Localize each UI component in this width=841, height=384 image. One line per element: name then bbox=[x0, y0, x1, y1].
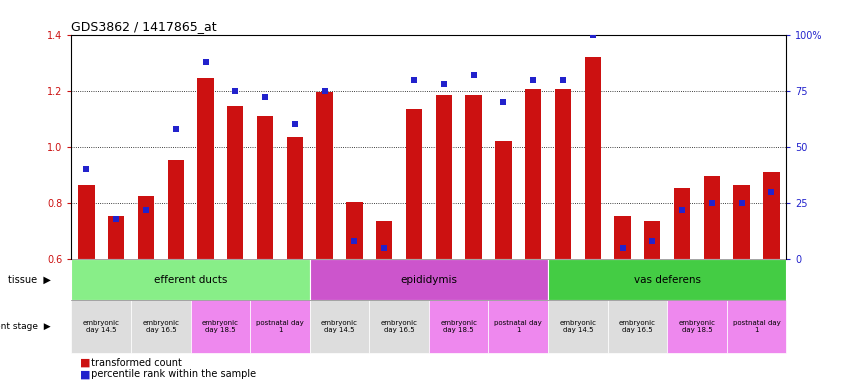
Bar bbox=[667, 300, 727, 353]
Point bbox=[407, 76, 420, 83]
Bar bbox=[71, 300, 131, 353]
Text: ■: ■ bbox=[80, 358, 90, 368]
Point bbox=[347, 238, 361, 244]
Bar bbox=[548, 259, 786, 300]
Point bbox=[198, 58, 212, 65]
Point bbox=[288, 121, 302, 127]
Point bbox=[109, 216, 123, 222]
Bar bbox=[436, 95, 452, 259]
Text: embryonic
day 14.5: embryonic day 14.5 bbox=[321, 320, 358, 333]
Bar bbox=[287, 137, 303, 259]
Bar bbox=[764, 172, 780, 259]
Point bbox=[497, 99, 510, 105]
Point bbox=[646, 238, 659, 244]
Bar bbox=[198, 78, 214, 259]
Bar bbox=[71, 259, 309, 300]
Text: efferent ducts: efferent ducts bbox=[154, 275, 227, 285]
Point bbox=[229, 88, 242, 94]
Bar bbox=[257, 116, 273, 259]
Point bbox=[437, 81, 451, 87]
Bar bbox=[674, 188, 690, 259]
Bar bbox=[167, 160, 184, 259]
Bar bbox=[644, 221, 660, 259]
Text: postnatal day
1: postnatal day 1 bbox=[495, 320, 542, 333]
Bar bbox=[346, 202, 362, 259]
Text: development stage  ▶: development stage ▶ bbox=[0, 322, 50, 331]
Bar bbox=[548, 300, 607, 353]
Bar bbox=[489, 300, 548, 353]
Bar bbox=[733, 185, 750, 259]
Bar bbox=[316, 92, 333, 259]
Text: postnatal day
1: postnatal day 1 bbox=[257, 320, 304, 333]
Text: embryonic
day 16.5: embryonic day 16.5 bbox=[381, 320, 418, 333]
Bar bbox=[406, 109, 422, 259]
Point bbox=[140, 207, 153, 213]
Text: embryonic
day 14.5: embryonic day 14.5 bbox=[82, 320, 119, 333]
Bar bbox=[704, 176, 720, 259]
Bar bbox=[131, 300, 191, 353]
Text: percentile rank within the sample: percentile rank within the sample bbox=[88, 369, 257, 379]
Text: epididymis: epididymis bbox=[400, 275, 458, 285]
Point bbox=[318, 88, 331, 94]
Point bbox=[258, 94, 272, 101]
Bar bbox=[495, 141, 511, 259]
Bar bbox=[607, 300, 667, 353]
Text: vas deferens: vas deferens bbox=[633, 275, 701, 285]
Bar bbox=[555, 89, 571, 259]
Bar bbox=[376, 221, 393, 259]
Point bbox=[764, 189, 778, 195]
Text: embryonic
day 18.5: embryonic day 18.5 bbox=[679, 320, 716, 333]
Bar bbox=[227, 106, 244, 259]
Point bbox=[705, 200, 718, 206]
Text: postnatal day
1: postnatal day 1 bbox=[733, 320, 780, 333]
Text: embryonic
day 16.5: embryonic day 16.5 bbox=[142, 320, 179, 333]
Bar bbox=[138, 196, 154, 259]
Point bbox=[586, 31, 600, 38]
Point bbox=[169, 126, 182, 132]
Point bbox=[467, 72, 480, 78]
Text: embryonic
day 18.5: embryonic day 18.5 bbox=[202, 320, 239, 333]
Text: tissue  ▶: tissue ▶ bbox=[8, 275, 50, 285]
Text: embryonic
day 14.5: embryonic day 14.5 bbox=[559, 320, 596, 333]
Bar bbox=[251, 300, 309, 353]
Bar bbox=[309, 300, 369, 353]
Point bbox=[526, 76, 540, 83]
Point bbox=[80, 166, 93, 172]
Bar bbox=[465, 95, 482, 259]
Point bbox=[735, 200, 748, 206]
Bar bbox=[525, 89, 542, 259]
Bar bbox=[614, 216, 631, 259]
Point bbox=[675, 207, 689, 213]
Bar bbox=[309, 259, 548, 300]
Text: transformed count: transformed count bbox=[88, 358, 182, 368]
Point bbox=[616, 245, 629, 251]
Bar bbox=[369, 300, 429, 353]
Point bbox=[378, 245, 391, 251]
Bar bbox=[108, 216, 124, 259]
Bar bbox=[727, 300, 786, 353]
Text: ■: ■ bbox=[80, 369, 90, 379]
Bar bbox=[429, 300, 489, 353]
Point bbox=[556, 76, 569, 83]
Bar bbox=[191, 300, 251, 353]
Bar bbox=[78, 185, 94, 259]
Text: GDS3862 / 1417865_at: GDS3862 / 1417865_at bbox=[71, 20, 217, 33]
Bar bbox=[584, 57, 601, 259]
Text: embryonic
day 18.5: embryonic day 18.5 bbox=[440, 320, 477, 333]
Text: embryonic
day 16.5: embryonic day 16.5 bbox=[619, 320, 656, 333]
